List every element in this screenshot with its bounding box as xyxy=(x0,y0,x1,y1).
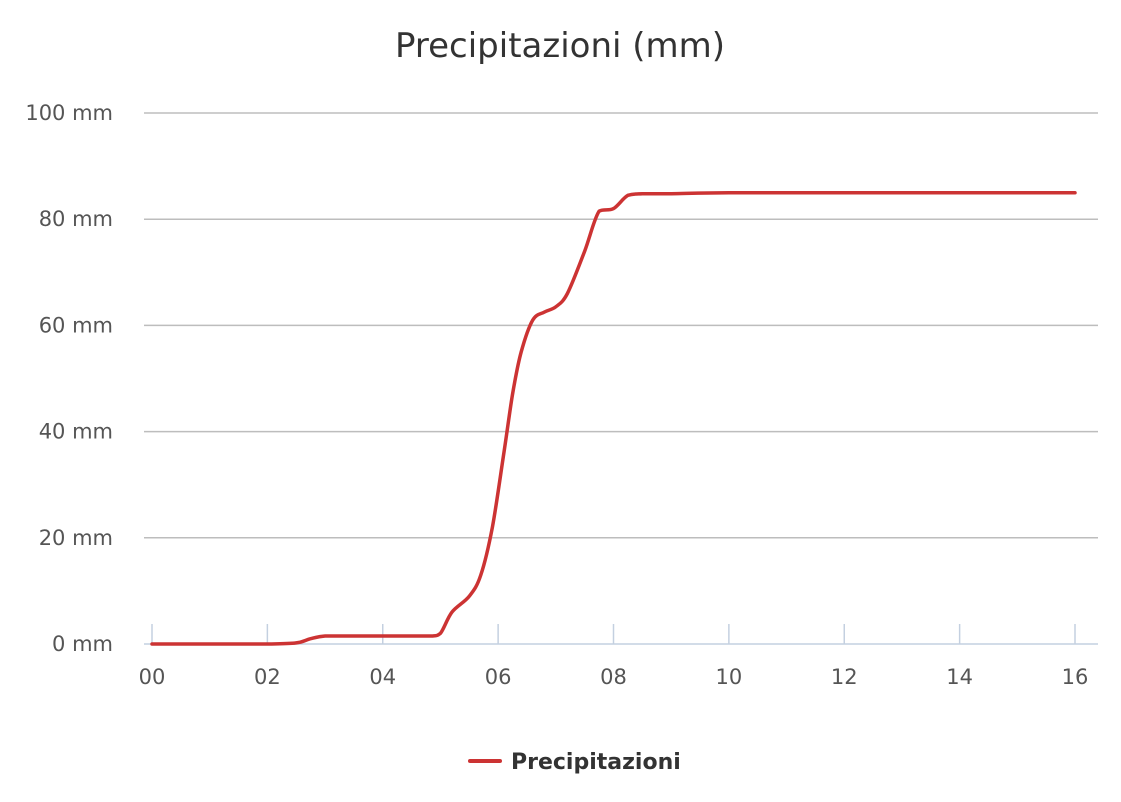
x-tick-label: 14 xyxy=(946,665,973,689)
x-axis-labels: 00 02 04 06 08 10 12 14 16 xyxy=(139,624,1089,689)
x-tick-label: 08 xyxy=(600,665,627,689)
y-tick-label: 80 mm xyxy=(39,207,113,231)
y-tick-label: 20 mm xyxy=(39,526,113,550)
x-tick-label: 16 xyxy=(1062,665,1089,689)
chart-title: Precipitazioni (mm) xyxy=(395,26,725,66)
y-tick-label: 60 mm xyxy=(39,313,113,337)
y-tick-label: 40 mm xyxy=(39,420,113,444)
y-tick-label: 100 mm xyxy=(25,101,113,125)
x-tick-label: 00 xyxy=(139,665,166,689)
legend[interactable]: Precipitazioni xyxy=(468,750,681,775)
y-axis-labels: 0 mm 20 mm 40 mm 60 mm 80 mm 100 mm xyxy=(25,101,113,656)
x-tick-label: 02 xyxy=(254,665,281,689)
series-line-precipitazioni xyxy=(150,190,1077,646)
x-tick-label: 04 xyxy=(369,665,396,689)
x-tick-label: 10 xyxy=(716,665,743,689)
legend-label-precipitazioni: Precipitazioni xyxy=(511,750,681,775)
gridlines xyxy=(144,112,1098,539)
y-tick-label: 0 mm xyxy=(52,632,113,656)
x-tick-label: 06 xyxy=(485,665,512,689)
x-tick-label: 12 xyxy=(831,665,858,689)
